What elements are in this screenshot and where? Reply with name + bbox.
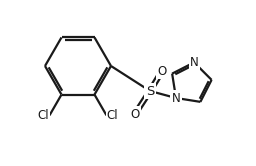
Text: N: N: [172, 91, 180, 105]
Text: O: O: [157, 65, 167, 78]
Text: Cl: Cl: [38, 109, 49, 122]
Text: N: N: [190, 56, 198, 69]
Text: S: S: [146, 84, 154, 97]
Text: O: O: [130, 108, 140, 121]
Text: Cl: Cl: [107, 109, 118, 122]
